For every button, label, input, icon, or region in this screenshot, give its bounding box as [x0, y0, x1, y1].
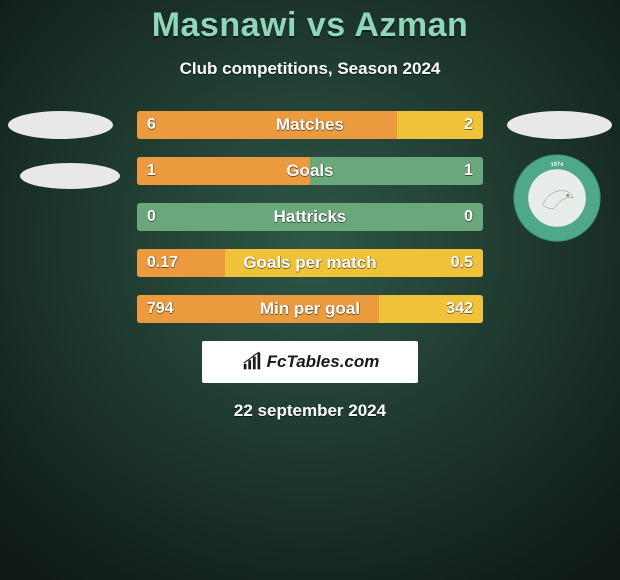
player-right-avatar-placeholder: [507, 111, 612, 139]
stat-label: Goals per match: [137, 249, 483, 277]
stat-right-value: 1: [464, 157, 473, 185]
stat-bars: 6Matches2 1Goals1 0Hattricks0 0.17Goals per…: [137, 111, 483, 323]
bar-chart-icon: [241, 351, 263, 373]
player-left-avatar-placeholder: [8, 111, 113, 139]
stat-label: Min per goal: [137, 295, 483, 323]
stat-row: 6Matches2: [137, 111, 483, 139]
stat-right-value: 2: [464, 111, 473, 139]
watermark-text: FcTables.com: [267, 352, 380, 372]
page-subtitle: Club competitions, Season 2024: [0, 59, 620, 79]
stat-right-value: 342: [446, 295, 473, 323]
stat-row: 1Goals1: [137, 157, 483, 185]
comparison-area: 1974 6Matches2 1Goals1 0Hattricks0 0.17Goal…: [0, 111, 620, 323]
stat-right-value: 0.5: [451, 249, 473, 277]
watermark: FcTables.com: [202, 341, 418, 383]
page-title: Masnawi vs Azman: [0, 6, 620, 45]
stat-row: 0.17Goals per match0.5: [137, 249, 483, 277]
stat-right-value: 0: [464, 203, 473, 231]
stat-label: Goals: [137, 157, 483, 185]
player-left-avatar-placeholder-2: [20, 163, 120, 189]
footer-date: 22 september 2024: [0, 401, 620, 421]
stat-label: Matches: [137, 111, 483, 139]
stat-row: 0Hattricks0: [137, 203, 483, 231]
stat-label: Hattricks: [137, 203, 483, 231]
club-logo-icon: 1974: [512, 153, 602, 243]
stat-row: 794Min per goal342: [137, 295, 483, 323]
